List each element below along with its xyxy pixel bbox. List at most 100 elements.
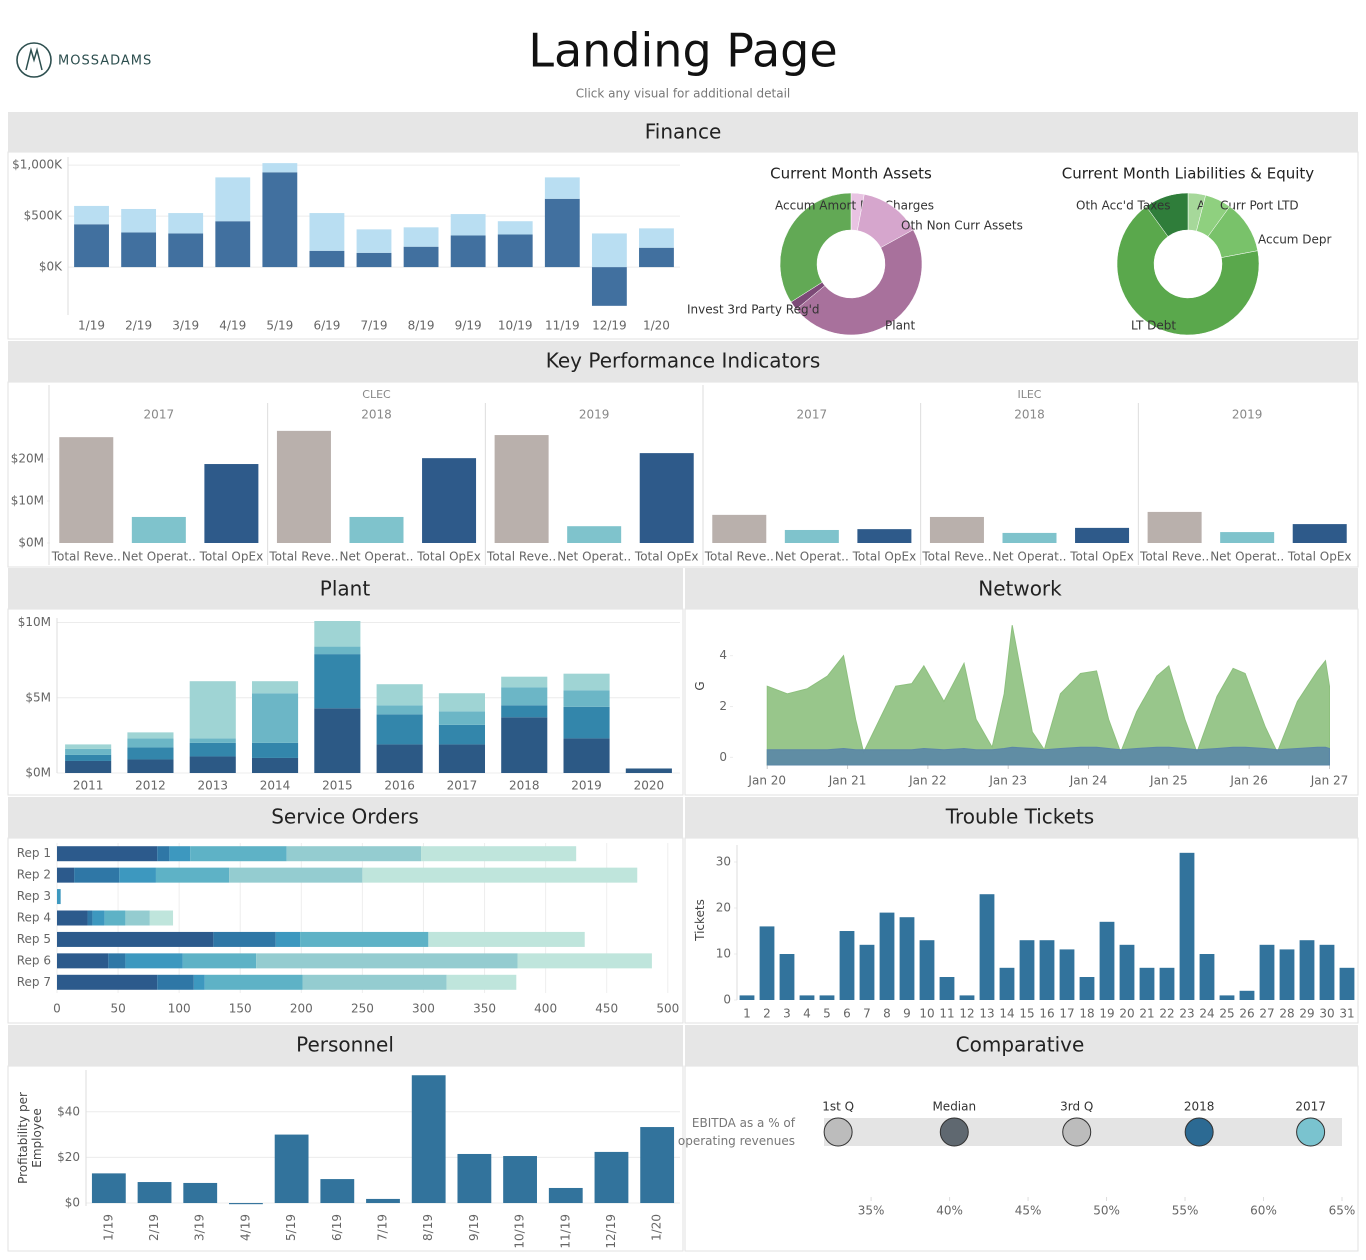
x-tick-label: Total Reve..	[704, 550, 774, 564]
x-tick-label: 4/19	[238, 1214, 252, 1241]
dot-label: 3rd Q	[1060, 1100, 1093, 1114]
bar	[137, 1182, 172, 1204]
bar	[131, 516, 186, 543]
y-tick-label: 0	[723, 993, 731, 1007]
donut-slice	[795, 229, 923, 336]
y-tick-label: 2	[719, 699, 727, 713]
bar	[274, 1134, 309, 1204]
bar	[421, 846, 577, 862]
x-tick-label: Net Operat..	[557, 550, 631, 564]
bar	[929, 516, 984, 543]
y-tick-label: Rep 5	[17, 932, 51, 946]
x-tick-label: 1/20	[643, 319, 670, 333]
bar	[262, 172, 298, 268]
chart[interactable]: $0M $5M $10M 2011 2012 2013 2014 2015 2016 2017 20…	[18, 615, 680, 793]
bar	[438, 711, 486, 725]
chart[interactable]: EBITDA as a % of operating revenues 35% 40%…	[678, 1100, 1355, 1218]
bar	[1319, 944, 1335, 1000]
y-tick-label: $0K	[39, 260, 63, 274]
bar	[119, 867, 156, 883]
bar	[1292, 524, 1347, 543]
bar	[438, 693, 486, 712]
dot-label: 2017	[1295, 1100, 1326, 1114]
bar	[204, 464, 259, 543]
chart[interactable]: $0 $20 $40 Profitability perEmployee 1/19 2/1…	[16, 1070, 681, 1249]
panel	[7, 1065, 684, 1252]
donut-slice	[779, 192, 852, 303]
x-tick-label: Total OpEx	[1069, 550, 1134, 564]
donut-slice	[1116, 206, 1260, 336]
x-tick-label: 31	[1339, 1007, 1354, 1021]
bar	[57, 953, 109, 969]
bar	[563, 673, 610, 691]
bar	[189, 756, 236, 773]
section-title: Service Orders	[271, 805, 419, 829]
row-label: EBITDA as a % of operating revenues	[678, 1116, 796, 1148]
section-title: Comparative	[956, 1033, 1085, 1057]
x-tick-label: Jan 26	[1229, 774, 1268, 788]
bar	[544, 177, 580, 199]
bar	[57, 910, 88, 926]
bar	[739, 995, 755, 1000]
y-tick-label: 20	[716, 901, 731, 915]
bar	[125, 953, 183, 969]
bar	[215, 177, 251, 222]
y-axis-title: Tickets	[693, 899, 707, 942]
bar	[594, 1151, 629, 1204]
bar	[501, 676, 548, 688]
x-tick-label: 24	[1199, 1007, 1214, 1021]
bar	[625, 768, 672, 773]
panel-label: 2017	[797, 408, 828, 422]
bar	[1075, 527, 1130, 543]
bar	[450, 214, 486, 236]
x-tick-label: Net Operat..	[993, 550, 1067, 564]
bar	[309, 213, 345, 251]
x-tick-label: 6/19	[330, 1214, 344, 1241]
bar	[309, 250, 345, 268]
x-tick-label: 2013	[197, 779, 228, 793]
x-tick-label: 7/19	[361, 319, 388, 333]
y-tick-label: Rep 7	[17, 975, 51, 989]
chart[interactable]: Current Month Liabilities & EquityAPCurr…	[1062, 165, 1332, 336]
bar	[591, 267, 627, 306]
bar	[190, 846, 287, 862]
bar	[314, 621, 361, 647]
bar	[57, 974, 158, 990]
x-tick-label: 4/19	[219, 319, 246, 333]
x-tick-label: 5/19	[284, 1214, 298, 1241]
bar	[157, 974, 194, 990]
x-tick-label: 5/19	[266, 319, 293, 333]
bar	[262, 163, 298, 173]
y-tick-label: $0M	[18, 536, 44, 550]
x-tick-label: 2020	[634, 779, 665, 793]
bar	[799, 995, 815, 1000]
slice-label: Accum Depr	[1258, 233, 1332, 247]
bar	[155, 867, 230, 883]
chart[interactable]: 0 50 100 150 200 250 300 350 400 450 500 Rep 1 Rep 2…	[17, 843, 679, 1016]
x-tick-label: 2019	[571, 779, 602, 793]
bar	[819, 995, 835, 1000]
group-label: ILEC	[1017, 388, 1041, 401]
y-tick-label: $0	[65, 1196, 80, 1210]
bar	[411, 1075, 446, 1204]
bar	[168, 233, 204, 268]
dot	[1296, 1117, 1326, 1147]
x-tick-label: 9	[903, 1007, 911, 1021]
bar	[1002, 532, 1057, 543]
x-tick-label: 4	[803, 1007, 811, 1021]
bar	[1220, 532, 1275, 543]
bar	[127, 747, 174, 760]
section-title: Finance	[645, 120, 722, 144]
chart[interactable]: 0 2 4 G Jan 20 Jan 21 Jan 22 Jan 23 Jan 24 Jan 25…	[693, 625, 1349, 788]
section-header	[8, 797, 683, 838]
chart[interactable]: $0K $500K $1,000K 1/19 2/19 3/19 4/19 5/19 6/19 7…	[12, 157, 680, 333]
bar	[376, 705, 423, 715]
bar	[275, 931, 301, 947]
x-tick-label: 1	[743, 1007, 751, 1021]
x-tick-label: 21	[1139, 1007, 1154, 1021]
bar	[314, 654, 361, 709]
